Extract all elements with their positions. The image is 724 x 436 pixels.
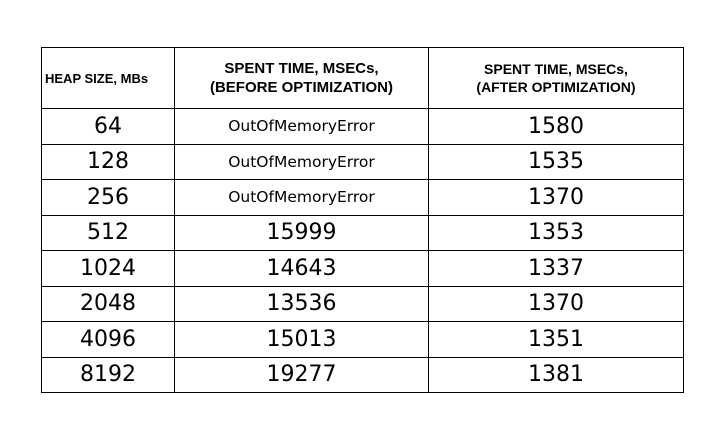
header-before-optimization: SPENT TIME, MSECs, (BEFORE OPTIMIZATION) [174, 47, 429, 109]
heap-size-cell: 64 [41, 108, 175, 145]
header-before-line-2: (BEFORE OPTIMIZATION) [209, 79, 394, 96]
after-time-cell: 1351 [428, 321, 684, 358]
header-after-line-1: SPENT TIME, MSECs, [484, 61, 628, 77]
before-time-cell: OutOfMemoryError [174, 143, 429, 180]
heap-size-cell: 128 [41, 143, 175, 180]
before-time-cell: 19277 [174, 356, 429, 393]
header-after-optimization: SPENT TIME, MSECs, (AFTER OPTIMIZATION) [428, 47, 684, 109]
heap-size-cell: 4096 [41, 321, 175, 358]
after-time-cell: 1580 [428, 108, 684, 145]
after-time-cell: 1370 [428, 285, 684, 322]
before-time-cell: OutOfMemoryError [174, 108, 429, 145]
header-before-line-1: SPENT TIME, MSECs, [224, 60, 379, 77]
table-row: 4096 15013 1351 [41, 321, 684, 358]
table-row: 64 OutOfMemoryError 1580 [41, 108, 684, 145]
after-time-cell: 1337 [428, 250, 684, 287]
heap-size-cell: 1024 [41, 250, 175, 287]
before-time-cell: 13536 [174, 285, 429, 322]
before-time-cell: 14643 [174, 250, 429, 287]
after-time-cell: 1370 [428, 179, 684, 216]
table-row: 512 15999 1353 [41, 214, 684, 251]
before-time-cell: OutOfMemoryError [174, 179, 429, 216]
before-time-cell: 15013 [174, 321, 429, 358]
after-time-cell: 1381 [428, 356, 684, 393]
table-row: 8192 19277 1381 [41, 356, 684, 393]
table-row: 256 OutOfMemoryError 1370 [41, 179, 684, 216]
header-after-line-2: (AFTER OPTIMIZATION) [476, 79, 636, 95]
after-time-cell: 1535 [428, 143, 684, 180]
after-time-cell: 1353 [428, 214, 684, 251]
header-heap-size: HEAP SIZE, MBs [41, 47, 175, 109]
heap-size-cell: 256 [41, 179, 175, 216]
heap-size-cell: 8192 [41, 356, 175, 393]
heap-performance-table: HEAP SIZE, MBs SPENT TIME, MSECs, (BEFOR… [41, 47, 684, 393]
table-row: 128 OutOfMemoryError 1535 [41, 143, 684, 180]
table-row: 2048 13536 1370 [41, 285, 684, 322]
header-row: HEAP SIZE, MBs SPENT TIME, MSECs, (BEFOR… [41, 47, 684, 109]
heap-size-cell: 2048 [41, 285, 175, 322]
table-row: 1024 14643 1337 [41, 250, 684, 287]
before-time-cell: 15999 [174, 214, 429, 251]
heap-size-cell: 512 [41, 214, 175, 251]
header-heap-size-label: HEAP SIZE, MBs [45, 70, 149, 86]
